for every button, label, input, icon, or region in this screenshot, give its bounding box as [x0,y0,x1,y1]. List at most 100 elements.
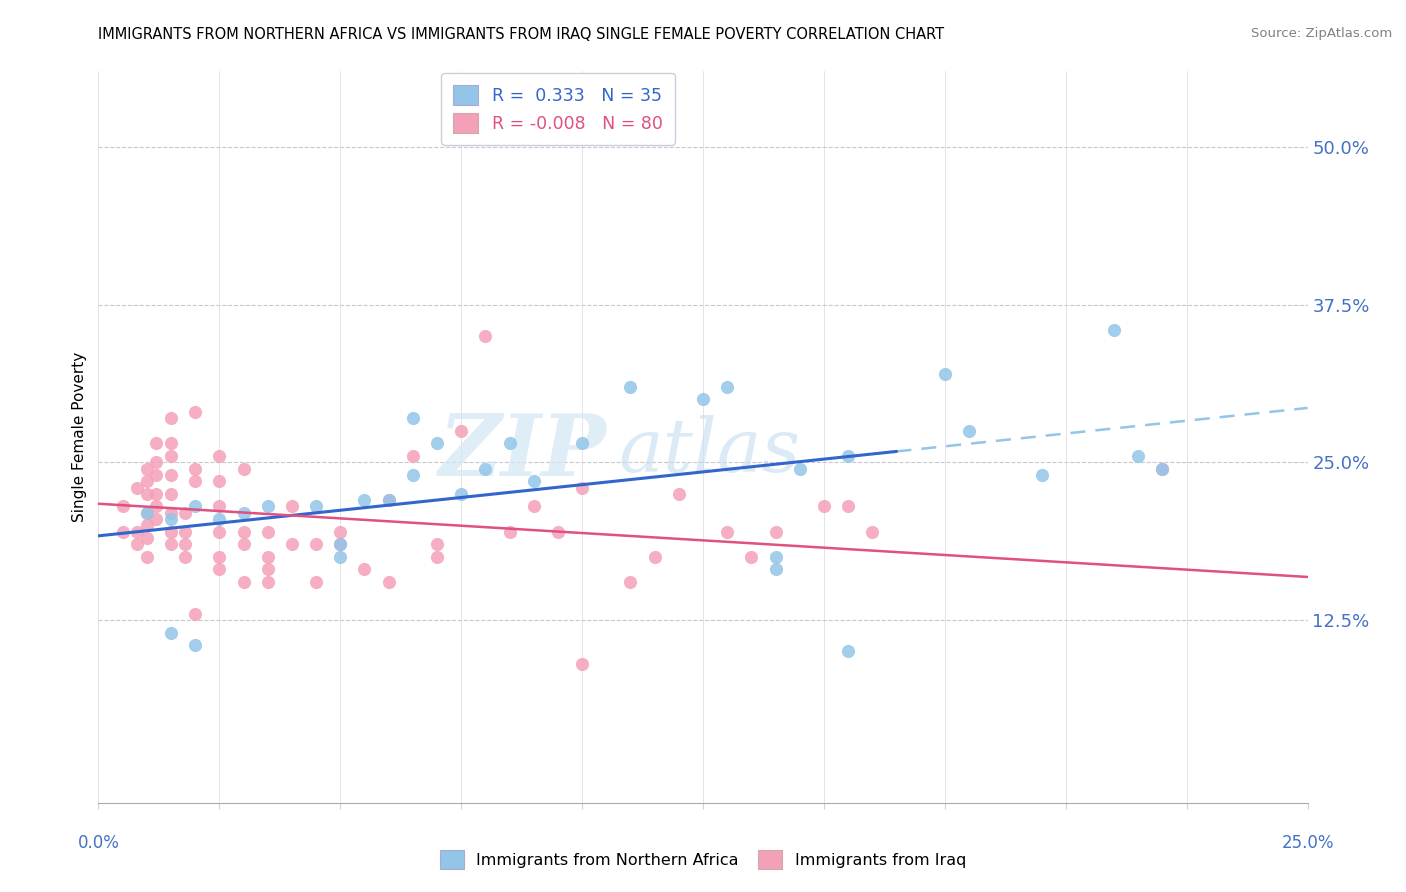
Point [474,461,496,475]
Point [498,524,520,539]
Text: Source: ZipAtlas.com: Source: ZipAtlas.com [1251,27,1392,40]
Point [305,500,328,514]
Point [184,461,207,475]
Point [426,549,449,564]
Point [402,467,425,482]
Point [145,455,167,469]
Point [160,524,183,539]
Point [208,512,231,526]
Point [145,500,167,514]
Point [145,512,167,526]
Point [740,549,762,564]
Point [329,537,352,551]
Point [184,474,207,488]
Point [160,449,183,463]
Point [619,575,641,590]
Point [135,487,157,501]
Point [450,424,472,438]
Point [208,449,231,463]
Point [256,524,278,539]
Point [957,424,980,438]
Point [523,500,546,514]
Point [111,524,134,539]
Point [837,644,859,658]
Point [450,487,472,501]
Point [232,506,254,520]
Point [837,500,859,514]
Point [692,392,714,407]
Point [127,537,149,551]
Point [256,549,278,564]
Point [232,537,254,551]
Point [232,575,254,590]
Point [208,562,231,576]
Point [208,524,231,539]
Point [426,436,449,450]
Point [644,549,666,564]
Point [127,481,149,495]
Point [329,549,352,564]
Text: atlas: atlas [619,416,800,488]
Point [934,367,956,381]
Point [402,411,425,425]
Point [716,524,738,539]
Text: 0.0%: 0.0% [77,834,120,852]
Point [1102,323,1125,337]
Point [174,506,197,520]
Point [184,607,207,621]
Point [127,524,149,539]
Point [256,500,278,514]
Point [135,461,157,475]
Point [160,537,183,551]
Legend: R =  0.333   N = 35, R = -0.008   N = 80: R = 0.333 N = 35, R = -0.008 N = 80 [441,73,675,145]
Point [765,524,787,539]
Point [111,500,134,514]
Point [184,638,207,652]
Point [174,524,197,539]
Point [353,562,375,576]
Point [329,524,352,539]
Point [232,524,254,539]
Point [184,405,207,419]
Point [765,562,787,576]
Point [377,575,399,590]
Point [305,537,328,551]
Point [135,518,157,533]
Point [377,493,399,508]
Point [256,562,278,576]
Point [523,474,546,488]
Legend: Immigrants from Northern Africa, Immigrants from Iraq: Immigrants from Northern Africa, Immigra… [433,844,973,875]
Point [837,449,859,463]
Point [353,493,375,508]
Point [208,500,231,514]
Point [329,537,352,551]
Point [860,524,883,539]
Point [813,500,835,514]
Point [160,436,183,450]
Point [789,461,811,475]
Point [135,506,157,520]
Text: 25.0%: 25.0% [1281,834,1334,852]
Point [160,487,183,501]
Point [281,500,304,514]
Point [571,481,593,495]
Point [208,474,231,488]
Point [160,411,183,425]
Point [1152,461,1174,475]
Point [498,436,520,450]
Point [135,506,157,520]
Point [256,575,278,590]
Text: IMMIGRANTS FROM NORTHERN AFRICA VS IMMIGRANTS FROM IRAQ SINGLE FEMALE POVERTY CO: IMMIGRANTS FROM NORTHERN AFRICA VS IMMIG… [98,27,945,42]
Point [305,575,328,590]
Point [571,436,593,450]
Point [716,379,738,393]
Point [1128,449,1150,463]
Point [426,537,449,551]
Point [232,461,254,475]
Point [160,467,183,482]
Point [135,531,157,545]
Point [571,657,593,671]
Point [1152,461,1174,475]
Point [547,524,569,539]
Point [619,379,641,393]
